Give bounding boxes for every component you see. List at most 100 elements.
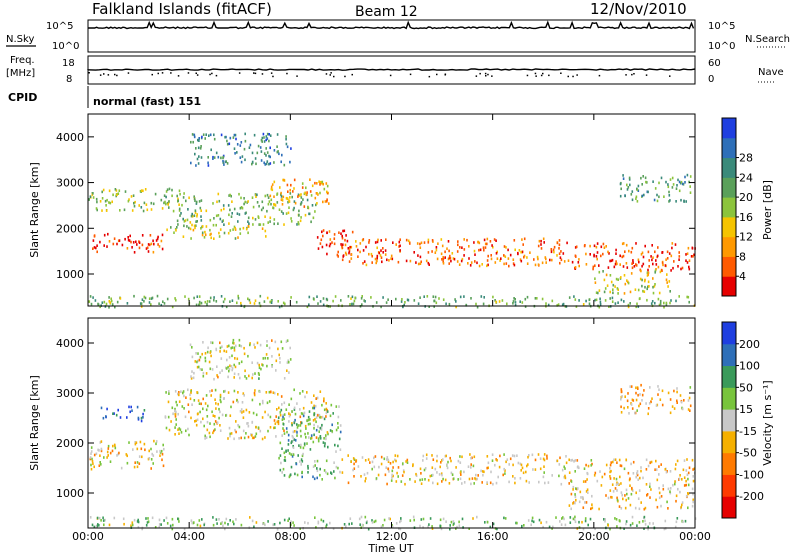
range-cell bbox=[240, 141, 243, 144]
range-cell bbox=[442, 298, 445, 301]
range-cell bbox=[582, 303, 585, 306]
range-cell bbox=[161, 233, 164, 237]
range-cell bbox=[174, 412, 176, 416]
range-cell bbox=[323, 469, 326, 472]
range-cell bbox=[638, 489, 641, 492]
range-cell bbox=[432, 458, 435, 461]
range-cell bbox=[230, 405, 232, 409]
colorbar-swatch bbox=[722, 118, 736, 139]
range-cell bbox=[595, 255, 598, 258]
range-cell bbox=[609, 290, 611, 294]
range-cell bbox=[412, 515, 415, 519]
range-cell bbox=[199, 410, 201, 414]
range-cell bbox=[183, 220, 186, 223]
nave-dot bbox=[491, 75, 493, 77]
range-cell bbox=[219, 341, 221, 345]
range-cell bbox=[277, 420, 280, 424]
range-cell bbox=[155, 442, 157, 446]
range-cell bbox=[304, 424, 307, 428]
range-cell bbox=[189, 221, 192, 224]
range-cell bbox=[339, 470, 341, 474]
range-cell bbox=[163, 302, 166, 305]
range-cell bbox=[537, 453, 540, 456]
range-cell bbox=[496, 459, 498, 462]
range-cell bbox=[259, 429, 262, 433]
range-cell bbox=[213, 429, 215, 433]
range-cell bbox=[204, 300, 207, 304]
range-cell bbox=[240, 196, 242, 200]
y-tick-label: 1000 bbox=[56, 268, 84, 281]
range-cell bbox=[316, 459, 319, 463]
noise-right-tick-top: 10^5 bbox=[708, 21, 735, 32]
range-cell bbox=[183, 224, 185, 228]
range-cell bbox=[392, 474, 394, 478]
range-cell bbox=[233, 225, 236, 229]
range-cell bbox=[160, 239, 163, 243]
range-cell bbox=[141, 234, 144, 237]
range-cell bbox=[678, 255, 681, 258]
range-cell bbox=[223, 390, 225, 393]
range-cell bbox=[217, 402, 219, 406]
range-cell bbox=[637, 184, 640, 188]
range-cell bbox=[196, 418, 199, 422]
nave-dot bbox=[475, 75, 478, 77]
range-cell bbox=[498, 300, 501, 303]
range-cell bbox=[380, 305, 382, 309]
range-cell bbox=[632, 261, 634, 264]
velocity-heatmap bbox=[89, 338, 697, 531]
range-cell bbox=[279, 411, 282, 414]
range-cell bbox=[626, 188, 629, 191]
range-cell bbox=[671, 176, 674, 180]
range-cell bbox=[244, 139, 247, 143]
range-cell bbox=[170, 226, 172, 229]
range-cell bbox=[437, 242, 439, 245]
range-cell bbox=[106, 407, 108, 411]
range-cell bbox=[441, 473, 443, 477]
range-cell bbox=[200, 215, 202, 218]
nave-dot bbox=[645, 74, 648, 76]
range-cell bbox=[261, 227, 264, 230]
range-cell bbox=[687, 506, 689, 510]
range-cell bbox=[281, 471, 283, 474]
range-cell bbox=[574, 266, 577, 269]
range-cell bbox=[276, 145, 278, 148]
range-cell bbox=[217, 192, 220, 196]
range-cell bbox=[313, 404, 315, 408]
range-cell bbox=[259, 294, 262, 298]
range-cell bbox=[212, 516, 214, 519]
range-cell bbox=[531, 519, 533, 523]
range-cell bbox=[564, 467, 566, 470]
range-cell bbox=[505, 262, 508, 265]
range-cell bbox=[270, 187, 273, 191]
range-cell bbox=[407, 239, 410, 243]
range-cell bbox=[201, 233, 204, 237]
range-cell bbox=[650, 488, 652, 491]
range-cell bbox=[148, 297, 151, 300]
range-cell bbox=[202, 133, 205, 136]
range-cell bbox=[572, 501, 575, 504]
range-cell bbox=[202, 371, 205, 375]
range-cell bbox=[167, 203, 169, 206]
range-cell bbox=[194, 152, 196, 156]
range-cell bbox=[376, 256, 378, 260]
range-cell bbox=[242, 429, 245, 433]
range-cell bbox=[476, 305, 479, 309]
range-cell bbox=[452, 477, 455, 480]
range-cell bbox=[249, 516, 251, 519]
range-cell bbox=[637, 497, 640, 500]
range-cell bbox=[168, 390, 170, 393]
range-cell bbox=[505, 246, 507, 249]
range-cell bbox=[667, 487, 670, 491]
colorbar-tick-label: -50 bbox=[739, 447, 757, 460]
range-cell bbox=[559, 456, 561, 460]
range-cell bbox=[341, 458, 344, 461]
colorbar-tick-label: 50 bbox=[739, 381, 753, 394]
range-cell bbox=[184, 415, 187, 419]
range-cell bbox=[134, 200, 136, 204]
range-cell bbox=[690, 255, 693, 258]
colorbar-tick-label: -15 bbox=[739, 425, 757, 438]
range-cell bbox=[178, 391, 180, 394]
range-cell bbox=[111, 449, 114, 453]
range-cell bbox=[197, 399, 200, 402]
